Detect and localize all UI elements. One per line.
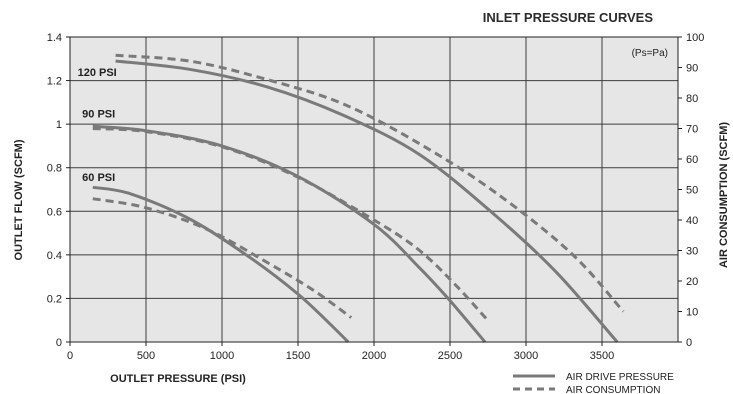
series-90-psi-solid: [92, 124, 487, 343]
y-tick-label: 0.8: [47, 163, 62, 175]
ratio-note: (Ps=Pa): [632, 48, 668, 59]
legend: AIR DRIVE PRESSURE AIR CONSUMPTION: [513, 372, 674, 394]
x-tick-label: 2500: [438, 350, 462, 362]
y2-tick-label: 10: [686, 307, 698, 319]
y2-tick-label: 100: [686, 32, 704, 44]
series-90-psi-dashed: [92, 127, 490, 322]
y2-tick-label: 70: [686, 124, 698, 136]
y2-tick-label: 80: [686, 93, 698, 105]
x-tick-label: 3000: [514, 350, 538, 362]
curve-label: 120 PSI: [78, 67, 117, 79]
y-tick-label: 1: [56, 119, 62, 131]
legend-item-air-consumption: AIR CONSUMPTION: [566, 385, 660, 394]
x-axis-title: OUTLET PRESSURE (PSI): [110, 373, 246, 385]
series-60-psi-solid: [92, 185, 350, 344]
curve-label: 60 PSI: [82, 172, 115, 184]
x-tick-label: 2000: [362, 350, 386, 362]
x-tick-label: 500: [137, 350, 155, 362]
curve-label: 90 PSI: [82, 109, 115, 121]
y-tick-label: 0.6: [47, 206, 62, 218]
y2-tick-label: 90: [686, 63, 698, 75]
y2-tick-label: 60: [686, 154, 698, 166]
series-120-psi-solid: [115, 59, 619, 343]
y2-tick-label: 0: [686, 337, 692, 349]
series-120-psi-dashed: [115, 53, 625, 313]
x-tick-label: 3500: [590, 350, 614, 362]
y-axis-title: OUTLET FLOW (SCFM): [13, 139, 25, 260]
curve-labels: 120 PSI 90 PSI 60 PSI: [78, 67, 117, 184]
y-tick-label: 1.2: [47, 76, 62, 88]
x-tick-label: 1000: [210, 350, 234, 362]
y2-tick-label: 20: [686, 276, 698, 288]
y-tick-label: 1.4: [47, 32, 62, 44]
y-tick-label: 0.2: [47, 293, 62, 305]
series-lines: [92, 53, 625, 344]
y2-tick-label: 30: [686, 246, 698, 258]
y-tick-label: 0: [56, 337, 62, 349]
y2-tick-label: 50: [686, 185, 698, 197]
x-tick-label: 1500: [286, 350, 310, 362]
y-tick-label: 0.4: [47, 250, 62, 262]
chart-title: INLET PRESSURE CURVES: [483, 10, 654, 25]
y2-axis-title: AIR CONSUMPTION (SCFM): [718, 122, 730, 268]
y2-tick-label: 40: [686, 215, 698, 227]
x-tick-label: 0: [67, 350, 73, 362]
series-60-psi-dashed: [92, 197, 353, 319]
tick-labels: 0 500 1000 1500 2000 2500 3000 350000.20.40.60.…: [47, 32, 705, 362]
legend-item-air-drive-pressure: AIR DRIVE PRESSURE: [566, 372, 674, 383]
